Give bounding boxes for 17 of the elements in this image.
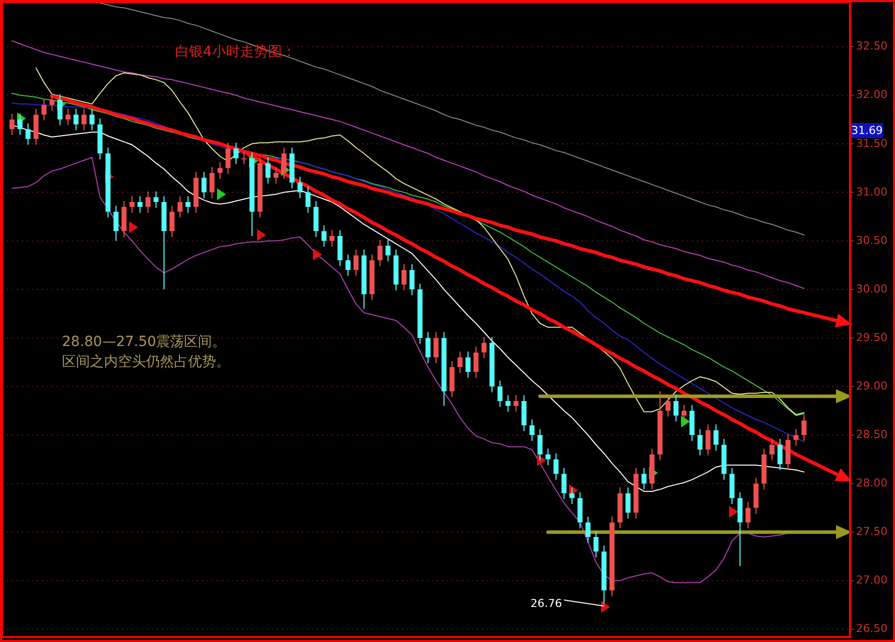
y-tick-label: 32.00 <box>856 88 888 102</box>
annotation: 28.80—27.50震荡区间。 <box>62 334 226 350</box>
y-tick-label: 28.50 <box>856 428 888 442</box>
y-tick-label: 31.00 <box>856 185 888 198</box>
y-tick-label: 29.50 <box>856 330 888 344</box>
y-tick-label: 32.50 <box>856 40 888 53</box>
annotation: 区间之内空头仍然占优势。 <box>62 354 230 370</box>
y-tick-label: 27.50 <box>856 525 888 538</box>
text: 31.69 <box>851 124 883 138</box>
y-tick-label: 30.00 <box>856 282 888 296</box>
y-tick-label: 29.00 <box>856 379 888 393</box>
y-tick-label: 27.00 <box>856 574 888 587</box>
y-tick-label: 26.50 <box>856 622 888 636</box>
y-tick-label: 28.00 <box>856 476 888 490</box>
annotation: 26.76 <box>530 596 562 610</box>
y-tick-label: 31.50 <box>856 136 888 150</box>
y-tick-label: 30.50 <box>856 234 888 247</box>
